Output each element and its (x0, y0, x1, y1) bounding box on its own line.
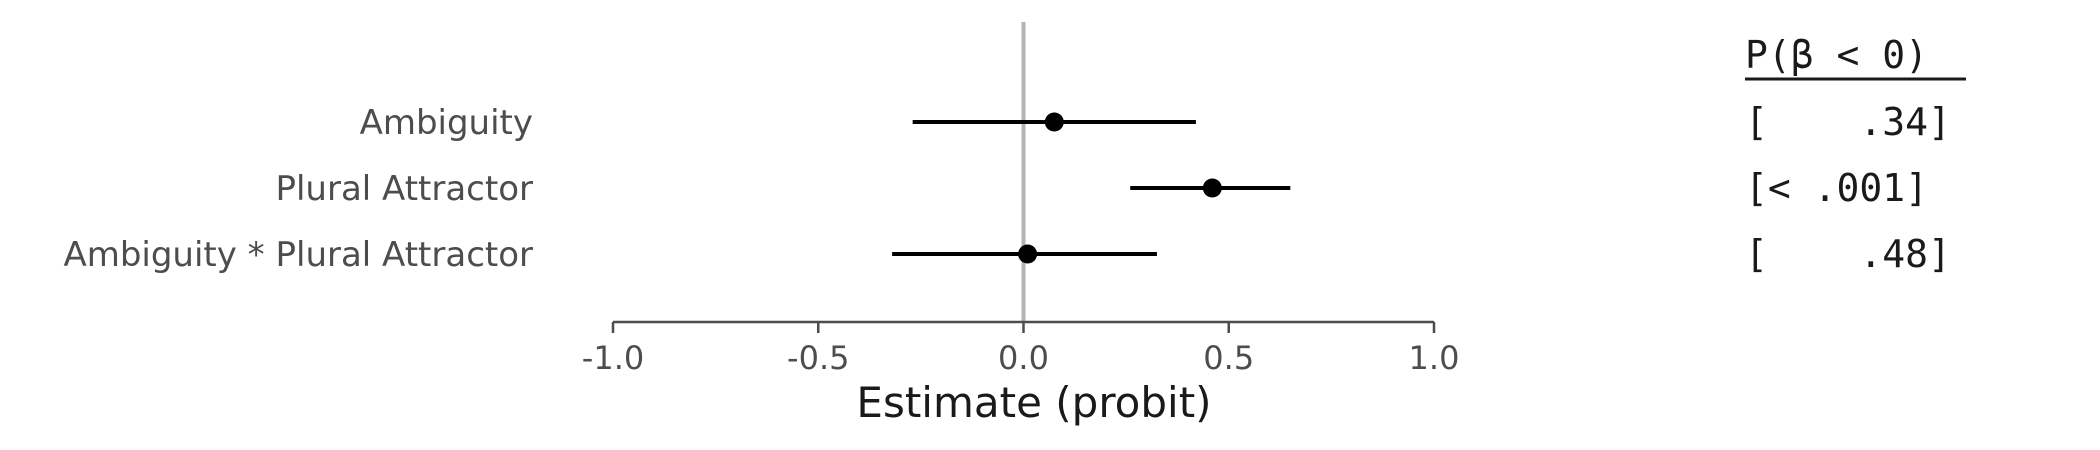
x-axis-title: Estimate (probit) (856, 378, 1211, 427)
estimate-point (1202, 178, 1222, 198)
x-axis: -1.0 -0.5 0.0 0.5 1.0 (582, 320, 1460, 377)
p-value-column: P(β < 0) [ .34] [< .001] [ .48] (1745, 33, 1966, 276)
row-label: Ambiguity (360, 103, 533, 143)
row-label: Plural Attractor (275, 169, 533, 209)
plot-area (892, 22, 1291, 322)
row-label: Ambiguity * Plural Attractor (63, 235, 533, 275)
estimate-point (1018, 244, 1038, 264)
p-value-text: [ .48] (1745, 232, 1951, 276)
x-tick-label: 0.5 (1203, 339, 1254, 377)
x-tick-label: 0.0 (998, 339, 1049, 377)
x-tick-label: -1.0 (582, 339, 644, 377)
p-value-text: [ .34] (1745, 100, 1951, 144)
estimate-point (1044, 112, 1064, 132)
x-tick-label: 1.0 (1409, 339, 1460, 377)
p-value-text: [< .001] (1745, 166, 1928, 210)
row-labels: Ambiguity Plural Attractor Ambiguity * Plu… (63, 103, 533, 275)
x-tick-label: -0.5 (787, 339, 849, 377)
p-value-header: P(β < 0) (1745, 33, 1928, 77)
